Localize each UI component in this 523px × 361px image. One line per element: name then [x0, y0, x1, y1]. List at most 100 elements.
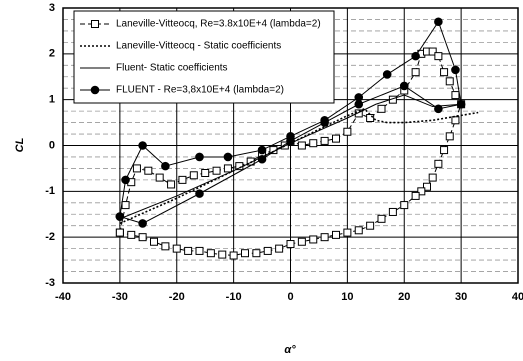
marker	[297, 237, 306, 246]
marker	[445, 77, 454, 86]
marker	[241, 249, 249, 258]
marker	[434, 52, 443, 61]
y-tick-label: -1	[45, 185, 55, 197]
marker	[366, 221, 375, 230]
marker	[206, 249, 215, 258]
x-tick-label: 30	[455, 291, 467, 303]
marker	[428, 47, 437, 56]
legend-label: FLUENT - Re=3,8x10E+4 (lambda=2)	[116, 85, 284, 96]
marker	[155, 173, 164, 182]
x-tick-label: -10	[226, 291, 242, 303]
y-axis-label: CL	[14, 137, 26, 152]
plot-frame	[62, 7, 519, 284]
legend-marker	[90, 85, 100, 95]
marker	[150, 237, 158, 246]
y-tick-label: 1	[49, 94, 55, 106]
marker	[167, 180, 176, 189]
series-line	[119, 107, 479, 225]
marker	[184, 246, 193, 255]
marker	[115, 228, 124, 237]
marker	[434, 17, 443, 27]
marker	[178, 175, 187, 184]
marker	[400, 201, 409, 210]
marker	[451, 91, 460, 100]
marker	[343, 228, 352, 237]
marker	[343, 127, 352, 136]
y-tick-label: 3	[49, 2, 55, 14]
marker	[382, 70, 392, 79]
marker	[218, 250, 227, 259]
marker	[417, 187, 426, 196]
marker	[320, 233, 329, 242]
marker	[451, 116, 460, 125]
marker	[257, 145, 267, 155]
x-tick-label: -40	[55, 291, 71, 303]
series-line	[119, 94, 462, 220]
marker	[423, 182, 431, 191]
marker	[257, 154, 267, 164]
marker	[115, 212, 125, 221]
marker	[451, 65, 460, 75]
legend-box	[73, 10, 335, 104]
legend-label: Fluent- Static coefficients	[116, 63, 228, 74]
y-tick-label: 2	[49, 48, 55, 60]
marker	[434, 159, 443, 168]
marker	[286, 136, 295, 146]
marker	[456, 99, 466, 109]
marker	[309, 235, 318, 244]
marker	[440, 146, 449, 155]
marker	[195, 246, 204, 255]
marker	[161, 161, 170, 171]
marker	[286, 240, 295, 249]
marker	[332, 134, 340, 143]
x-tick-label: 20	[398, 291, 410, 303]
marker	[411, 51, 420, 61]
marker	[399, 81, 409, 91]
x-tick-label: -20	[169, 291, 185, 303]
x-tick-label: 10	[341, 291, 353, 303]
marker	[297, 141, 306, 150]
y-tick-label: -2	[45, 231, 55, 243]
marker	[411, 68, 420, 77]
marker	[354, 109, 363, 118]
x-tick-label: 40	[512, 291, 523, 303]
marker	[309, 139, 318, 148]
legend-label: Laneville-Vitteocq, Re=3.8x10E+4 (lambda…	[116, 19, 321, 30]
marker	[121, 201, 130, 210]
marker	[144, 166, 153, 175]
marker	[320, 118, 329, 127]
x-tick-label: -30	[112, 291, 128, 303]
series-line	[119, 20, 462, 224]
marker	[377, 214, 386, 223]
y-tick-label: 0	[49, 139, 55, 151]
x-axis-label: α°	[284, 344, 296, 356]
marker	[428, 173, 437, 182]
marker	[138, 141, 147, 150]
marker	[138, 233, 147, 242]
marker	[366, 114, 375, 122]
marker	[127, 230, 136, 239]
marker	[275, 244, 284, 253]
legend-marker	[91, 20, 99, 28]
marker	[201, 169, 210, 177]
marker	[138, 219, 147, 228]
marker	[229, 251, 238, 260]
marker	[121, 175, 130, 185]
marker	[388, 207, 397, 216]
marker	[212, 166, 221, 175]
marker	[189, 171, 198, 180]
x-tick-label: 0	[287, 291, 293, 303]
marker	[195, 189, 204, 198]
y-tick-label: -3	[45, 277, 55, 289]
marker	[223, 152, 233, 162]
marker	[434, 104, 443, 114]
marker	[195, 152, 204, 162]
marker	[440, 68, 449, 77]
marker	[263, 246, 272, 255]
marker	[377, 104, 386, 113]
marker	[132, 164, 141, 173]
marker	[445, 132, 454, 141]
legend-label: Laneville-Vitteocq - Static coefficients	[116, 41, 281, 52]
marker	[332, 230, 340, 239]
